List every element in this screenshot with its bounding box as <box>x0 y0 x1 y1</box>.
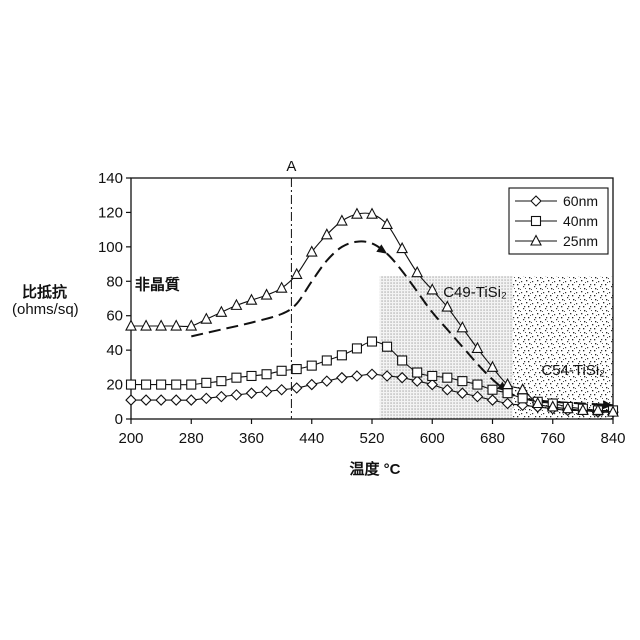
data-point-square <box>142 380 151 389</box>
x-tick-label: 360 <box>239 430 264 447</box>
data-point-square <box>172 380 181 389</box>
data-point-diamond <box>352 371 362 381</box>
data-point-square <box>127 380 136 389</box>
data-point-diamond <box>277 385 287 395</box>
data-point-diamond <box>156 395 166 405</box>
data-point-triangle <box>141 321 151 331</box>
data-point-square <box>292 365 301 374</box>
y-tick-label: 0 <box>115 411 123 428</box>
data-point-square <box>368 337 377 346</box>
x-tick-label: 840 <box>600 430 625 447</box>
data-point-square <box>443 373 452 382</box>
data-point-triangle <box>171 321 181 331</box>
legend: 60nm 40nm 25nm <box>509 188 608 254</box>
data-point-triangle <box>216 307 226 317</box>
x-tick-label: 520 <box>359 430 384 447</box>
data-point-square <box>428 371 437 380</box>
data-point-diamond <box>322 376 332 386</box>
amorphous-label: 非晶質 <box>135 276 180 294</box>
data-point-diamond <box>186 395 196 405</box>
data-point-square <box>202 378 211 387</box>
data-point-square <box>458 377 467 386</box>
data-point-triangle <box>337 216 347 226</box>
reference-line-label: A <box>286 158 296 175</box>
data-point-square <box>307 361 316 370</box>
region-c54 <box>513 276 613 419</box>
y-tick-label: 120 <box>98 204 123 221</box>
y-tick-label: 140 <box>98 170 123 187</box>
data-point-square <box>187 380 196 389</box>
x-tick-label: 440 <box>299 430 324 447</box>
data-point-square <box>232 373 241 382</box>
y-tick-label: 60 <box>106 308 123 325</box>
data-point-square <box>157 380 166 389</box>
data-point-triangle <box>277 283 287 293</box>
y-tick-label: 100 <box>98 239 123 256</box>
data-point-triangle <box>412 267 422 277</box>
data-point-square <box>217 377 226 386</box>
data-point-triangle <box>156 321 166 331</box>
data-point-diamond <box>216 392 226 402</box>
y-tick-label: 40 <box>106 342 123 359</box>
y-tick-label: 80 <box>106 273 123 290</box>
data-point-square <box>488 385 497 394</box>
region-label: C54-TiSi₂ <box>541 362 605 379</box>
data-point-diamond <box>337 373 347 383</box>
x-tick-label: 200 <box>118 430 143 447</box>
data-point-diamond <box>307 380 317 390</box>
data-point-diamond <box>141 395 151 405</box>
data-point-diamond <box>231 390 241 400</box>
y-axis-title: 比抵抗 <box>22 283 67 301</box>
data-point-diamond <box>262 386 272 396</box>
x-tick-label: 760 <box>540 430 565 447</box>
x-tick-label: 600 <box>420 430 445 447</box>
data-point-diamond <box>367 369 377 379</box>
data-point-square <box>398 356 407 365</box>
data-point-triangle <box>397 243 407 253</box>
data-point-diamond <box>292 383 302 393</box>
data-point-square <box>322 356 331 365</box>
data-point-square <box>503 389 512 398</box>
data-point-triangle <box>201 314 211 324</box>
data-point-square <box>518 394 527 403</box>
region-label: C49-TiSi₂ <box>443 284 507 301</box>
data-point-square <box>262 370 271 379</box>
data-point-diamond <box>171 395 181 405</box>
data-point-square <box>277 366 286 375</box>
legend-label: 60nm <box>563 193 598 209</box>
legend-marker <box>532 217 541 226</box>
x-tick-label: 680 <box>480 430 505 447</box>
data-point-square <box>247 371 256 380</box>
y-tick-label: 20 <box>106 377 123 394</box>
data-point-square <box>383 342 392 351</box>
x-axis-title: 温度 °C <box>350 460 401 478</box>
data-point-diamond <box>126 395 136 405</box>
data-point-diamond <box>247 388 257 398</box>
data-point-square <box>352 344 361 353</box>
y-axis-unit: (ohms/sq) <box>12 301 79 318</box>
data-point-square <box>473 380 482 389</box>
data-point-diamond <box>201 393 211 403</box>
data-point-square <box>413 368 422 377</box>
legend-label: 40nm <box>563 213 598 229</box>
legend-label: 25nm <box>563 233 598 249</box>
x-tick-label: 280 <box>179 430 204 447</box>
reference-line-group: A <box>286 158 296 419</box>
data-point-square <box>337 351 346 360</box>
data-point-triangle <box>126 321 136 331</box>
